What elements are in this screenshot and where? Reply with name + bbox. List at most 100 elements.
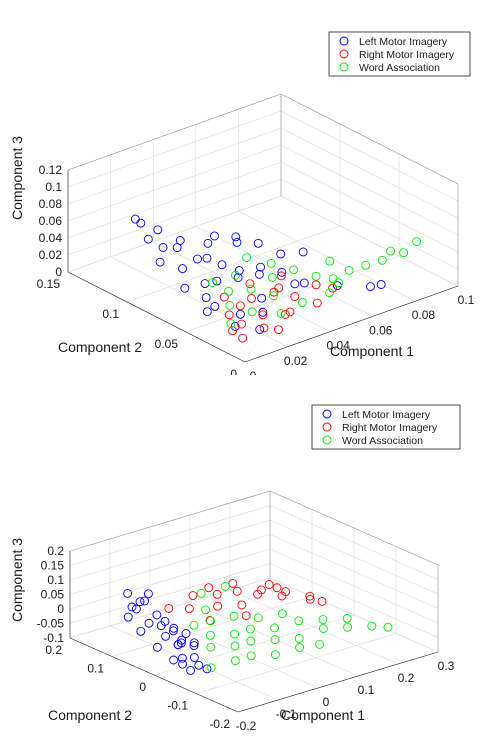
z-tick-label: 0.06: [39, 214, 63, 228]
grid-line: [280, 178, 459, 270]
data-point: [259, 323, 269, 333]
data-point: [177, 635, 187, 645]
data-point: [155, 257, 165, 267]
data-point: [305, 591, 315, 601]
series-0-markers: [123, 588, 212, 675]
data-point: [152, 610, 162, 620]
data-point: [202, 664, 212, 674]
data-point: [189, 638, 199, 648]
y-tick-label: 0.1: [102, 307, 119, 321]
data-point: [230, 656, 240, 666]
data-point: [270, 623, 280, 633]
grid-line: [153, 614, 355, 676]
legend-box: [328, 31, 471, 77]
data-point: [235, 309, 245, 319]
axis-line: [69, 490, 271, 552]
data-point: [325, 256, 335, 266]
data-point: [277, 591, 287, 601]
data-point: [344, 265, 354, 275]
z-tick-label: 0: [55, 265, 62, 279]
series-2-markers: [208, 237, 422, 329]
data-point: [294, 634, 304, 643]
grid-line: [69, 519, 271, 581]
data-point: [245, 624, 255, 634]
y-axis-label: Component 2: [58, 339, 142, 355]
data-point: [164, 603, 174, 613]
data-point: [226, 319, 236, 329]
data-point: [231, 232, 241, 242]
z-tick-label: 0.1: [47, 573, 64, 587]
grid-line: [67, 195, 282, 273]
data-point: [253, 613, 263, 623]
data-point: [213, 601, 223, 611]
legend-label: Left Motor Imagery: [342, 409, 431, 421]
x-tick-label: 0.06: [369, 323, 393, 337]
data-point: [311, 280, 321, 290]
axis-line: [280, 93, 459, 185]
data-point: [246, 636, 256, 646]
data-point: [143, 589, 153, 599]
data-point: [219, 292, 229, 302]
grid-line: [269, 505, 439, 580]
data-point: [270, 635, 280, 645]
data-point: [376, 280, 386, 289]
legend-label: Left Motor Imagery: [359, 36, 448, 48]
data-point: [305, 594, 315, 604]
data-point: [276, 249, 286, 259]
data-point: [177, 653, 187, 663]
x-tick-label: 0.1: [358, 683, 375, 697]
data-point: [264, 580, 274, 589]
data-point: [277, 267, 287, 277]
data-point: [253, 238, 263, 248]
data-point: [160, 616, 170, 626]
data-point: [315, 639, 325, 649]
grid-line: [269, 519, 439, 595]
data-point: [202, 307, 212, 317]
data-point: [253, 589, 263, 599]
data-point: [245, 279, 255, 289]
data-point: [206, 616, 216, 626]
data-point: [325, 288, 334, 298]
data-point: [328, 283, 338, 293]
legend-marker: [339, 62, 349, 72]
grid-line: [67, 127, 282, 205]
data-point: [294, 616, 304, 626]
data-point: [334, 278, 343, 288]
data-point: [290, 292, 300, 302]
data-point: [242, 253, 252, 263]
x-axis-label: Component 1: [281, 707, 365, 723]
data-point: [257, 293, 267, 303]
data-point: [184, 604, 194, 614]
y-tick-label: 0: [230, 367, 237, 375]
grid-line: [280, 144, 459, 236]
legend-label: Right Motor Imagery: [359, 49, 455, 61]
data-point: [258, 310, 268, 320]
data-point: [140, 596, 150, 606]
data-point: [230, 641, 240, 651]
data-point: [217, 260, 227, 270]
x-tick-label: -0.2: [236, 719, 257, 733]
grid-line: [153, 241, 331, 332]
z-tick-label: 0: [57, 602, 64, 616]
data-point: [204, 583, 214, 593]
y-tick-label: 0.05: [155, 337, 179, 351]
data-point: [208, 278, 217, 288]
data-point: [246, 284, 256, 294]
z-tick-label: 0.08: [39, 197, 63, 211]
grid-line: [69, 505, 271, 566]
data-point: [212, 589, 222, 599]
data-point: [229, 611, 239, 621]
grid-line: [269, 548, 439, 624]
y-tick-label: -0.1: [167, 699, 188, 713]
data-point: [274, 283, 284, 293]
data-point: [311, 271, 321, 281]
y-tick-label: 0.15: [37, 277, 61, 291]
data-point: [210, 231, 219, 241]
data-point: [136, 218, 146, 228]
data-point: [289, 265, 299, 275]
x-axis-label: Component 1: [330, 343, 414, 359]
data-point: [290, 279, 300, 289]
data-point: [176, 638, 186, 648]
data-point: [201, 293, 211, 303]
z-axis-label: Component 3: [9, 136, 25, 220]
